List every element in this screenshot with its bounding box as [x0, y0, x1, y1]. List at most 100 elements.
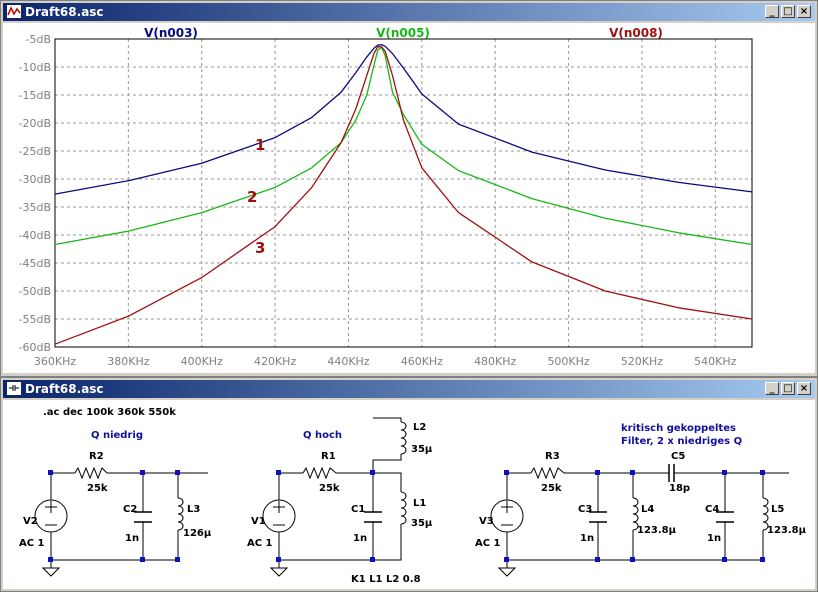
plot-frame [54, 38, 753, 348]
l3-label: L3 [187, 504, 200, 515]
c1-label: C1 [351, 504, 365, 515]
ac-directive[interactable]: .ac dec 100k 360k 550k [43, 407, 176, 418]
v3-label: V3 [479, 516, 494, 527]
schematic-window-titlebar[interactable]: Draft68.asc _ □ × [3, 380, 815, 398]
y-tick-label: -30dB [19, 173, 52, 186]
plot-window-titlebar[interactable]: Draft68.asc _ □ × [3, 3, 815, 21]
c2-value: 1n [125, 533, 139, 544]
schematic-background [3, 400, 815, 589]
close-icon: × [799, 383, 809, 394]
inductor-l1-symbol [400, 491, 407, 525]
x-tick-label: 540KHz [694, 355, 736, 368]
schematic-app-icon [7, 382, 21, 395]
circuit2-heading: Q hoch [303, 430, 342, 441]
r3-label: R3 [545, 451, 560, 462]
waveform-app-icon [7, 5, 21, 18]
resistor-symbols [74, 466, 565, 480]
curve-label-3: 3 [255, 239, 265, 257]
circuit3-heading-line1: kritisch gekoppeltes [621, 423, 736, 434]
y-tick-label: -35dB [19, 201, 52, 214]
x-tick-label: 480KHz [474, 355, 516, 368]
x-tick-label: 360KHz [34, 355, 76, 368]
y-tick-label: -50dB [19, 285, 52, 298]
maximize-icon: □ [783, 383, 793, 394]
inductor-l3-symbol [177, 497, 184, 531]
r3-value: 25k [541, 483, 562, 494]
plot-window-title: Draft68.asc [25, 5, 104, 19]
curve-label-1: 1 [255, 136, 265, 154]
x-tick-label: 380KHz [107, 355, 149, 368]
y-tick-label: -55dB [19, 313, 52, 326]
x-tick-label: 520KHz [621, 355, 663, 368]
legend-trace-3[interactable]: V(n008) [609, 26, 663, 40]
y-tick-label: -60dB [19, 341, 52, 354]
trace-line-3[interactable] [54, 46, 753, 345]
l2-value: 35µ [411, 444, 433, 455]
close-button[interactable]: × [797, 5, 811, 18]
x-axis-ticks: 360KHz 380KHz 400KHz 420KHz 440KHz 460KHz 480K… [34, 355, 737, 368]
resistor-r3-symbol [530, 466, 565, 480]
x-tick-label: 500KHz [547, 355, 589, 368]
coupling-directive[interactable]: K1 L1 L2 0.8 [351, 574, 421, 585]
v3-value: AC 1 [475, 538, 501, 549]
trace-line-2[interactable] [54, 46, 753, 246]
schematic-window: Draft68.asc _ □ × [0, 377, 818, 592]
voltage-source-v3-symbol [490, 499, 524, 533]
capacitor-c4-symbol [716, 511, 734, 523]
waveform-plot[interactable]: -5dB -10dB -15dB -20dB -25dB -30dB -35dB -40dB -… [3, 23, 815, 373]
legend-trace-1[interactable]: V(n003) [144, 26, 198, 40]
y-tick-label: -20dB [19, 117, 52, 130]
l1-label: L1 [413, 498, 426, 509]
maximize-button[interactable]: □ [781, 5, 795, 18]
plot-window: Draft68.asc _ □ × -5dB -10dB -15dB -20dB -25… [0, 0, 818, 377]
x-tick-label: 400KHz [181, 355, 223, 368]
c2-label: C2 [123, 504, 137, 515]
r1-value: 25k [319, 483, 340, 494]
ground-2-icon [269, 567, 289, 577]
l2-label: L2 [413, 422, 426, 433]
plot-background [3, 23, 815, 373]
capacitor-c2-symbol [134, 511, 152, 523]
minimize-button[interactable]: _ [765, 5, 779, 18]
v2-value: AC 1 [19, 538, 45, 549]
c4-value: 1n [707, 533, 721, 544]
voltage-source-symbols [34, 499, 524, 533]
schematic-window-title: Draft68.asc [25, 382, 104, 396]
y-tick-label: -10dB [19, 61, 52, 74]
schematic-canvas[interactable]: .ac dec 100k 360k 550k Q niedrig R2 25k … [3, 400, 815, 589]
capacitor-c5-symbol [668, 464, 675, 482]
legend-trace-2[interactable]: V(n005) [376, 26, 430, 40]
curve-label-2: 2 [247, 188, 257, 206]
ground-symbols [41, 567, 517, 577]
schematic-maximize-button[interactable]: □ [781, 382, 795, 395]
capacitor-symbols [134, 464, 734, 523]
circuit1-heading: Q niedrig [91, 430, 143, 441]
schematic-close-button[interactable]: × [797, 382, 811, 395]
x-tick-label: 460KHz [401, 355, 443, 368]
y-tick-label: -40dB [19, 229, 52, 242]
r2-value: 25k [87, 483, 108, 494]
c5-label: C5 [671, 451, 685, 462]
minimize-icon: _ [769, 383, 775, 394]
v1-label: V1 [251, 516, 266, 527]
v1-value: AC 1 [247, 538, 273, 549]
resistor-r1-symbol [302, 466, 337, 480]
l5-value: 123.8µ [767, 525, 807, 536]
r2-label: R2 [89, 451, 104, 462]
trace-line-1[interactable] [54, 43, 753, 195]
y-axis-ticks: -5dB -10dB -15dB -20dB -25dB -30dB -35dB -40dB -… [19, 33, 52, 354]
x-tick-label: 440KHz [327, 355, 369, 368]
minimize-icon: _ [769, 6, 775, 17]
close-icon: × [799, 6, 809, 17]
schematic-minimize-button[interactable]: _ [765, 382, 779, 395]
circuit3-heading-line2: Filter, 2 x niedriges Q [621, 436, 742, 447]
c1-value: 1n [353, 533, 367, 544]
junction-dots [48, 470, 765, 562]
c4-label: C4 [705, 504, 719, 515]
l4-label: L4 [641, 504, 654, 515]
y-tick-label: -5dB [26, 33, 52, 46]
y-tick-label: -45dB [19, 257, 52, 270]
voltage-source-v1-symbol [262, 499, 296, 533]
l4-value: 123.8µ [637, 525, 677, 536]
y-tick-label: -25dB [19, 145, 52, 158]
